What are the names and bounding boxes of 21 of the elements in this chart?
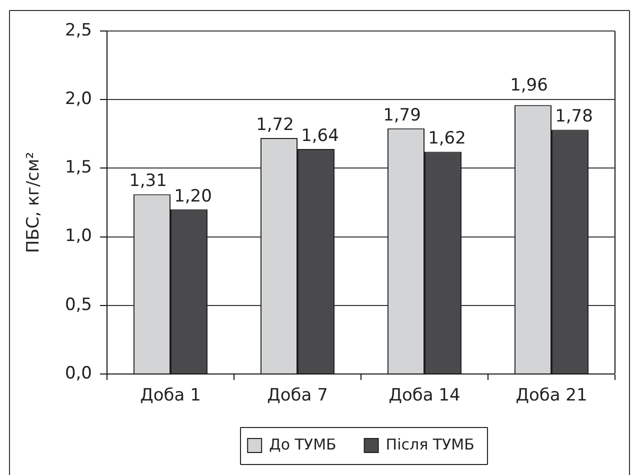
- data-label: 1,72: [256, 114, 294, 135]
- data-label: 1,62: [428, 128, 466, 149]
- data-label: 1,96: [510, 76, 548, 96]
- data-label: 1,64: [301, 126, 339, 146]
- x-tick-label: Доба 7: [267, 386, 328, 406]
- x-tick-label: Доба 21: [516, 386, 588, 406]
- y-axis-title: ПБС, кг/см²: [24, 152, 44, 254]
- x-tick-label: Доба 14: [388, 386, 460, 406]
- data-label: 1,20: [174, 186, 212, 206]
- data-label: 1,78: [555, 106, 593, 127]
- y-tick-label: 0,0: [64, 363, 92, 384]
- x-tick-label: Доба 1: [140, 386, 201, 406]
- data-label: 1,31: [129, 171, 167, 192]
- legend-label: До ТУМБ: [269, 435, 336, 454]
- legend-label: Після ТУМБ: [386, 435, 474, 454]
- y-tick-label: 2,0: [64, 89, 92, 110]
- y-tick-label: 0,5: [64, 294, 92, 315]
- data-label: 1,79: [383, 105, 421, 126]
- y-tick-label: 2,5: [64, 20, 92, 40]
- y-tick-label: 1,0: [64, 226, 92, 246]
- y-tick-label: 1,5: [64, 158, 92, 178]
